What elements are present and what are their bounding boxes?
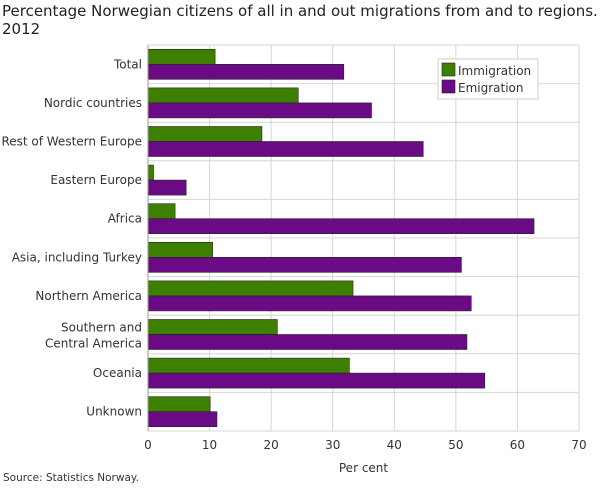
bar-emigration (147, 256, 462, 273)
bar-immigration (147, 357, 350, 374)
x-tick-label: 40 (387, 438, 402, 452)
bar-emigration (147, 102, 372, 119)
y-tick-label: Asia, including Turkey (12, 250, 142, 264)
x-tick-label: 30 (325, 438, 340, 452)
y-tick-label: Nordic countries (44, 96, 142, 110)
y-tick-label: Africa (108, 212, 142, 226)
bar-immigration (147, 396, 211, 413)
bar-emigration (147, 295, 472, 312)
y-tick-label: Oceania (93, 366, 142, 380)
bar-immigration (147, 164, 154, 181)
y-tick-label: Rest of Western Europe (1, 135, 142, 149)
x-axis-label: Per cent (339, 461, 389, 475)
legend-swatch-immigration (441, 62, 456, 77)
x-tick-label: 50 (448, 438, 463, 452)
chart-title: Percentage Norwegian citizens of all in … (2, 2, 598, 38)
source-note: Source: Statistics Norway. (3, 472, 139, 484)
y-tick-label: Unknown (86, 405, 142, 419)
x-tick-label: 0 (144, 438, 152, 452)
bar-emigration (147, 334, 468, 350)
bar-emigration (147, 218, 535, 234)
legend-label-emigration: Emigration (458, 81, 524, 95)
bar-immigration (147, 280, 354, 297)
bar-emigration (147, 372, 486, 389)
x-tick-label: 10 (202, 438, 217, 452)
x-tick-label: 60 (510, 438, 525, 452)
bar-emigration (147, 141, 424, 157)
bar-immigration (147, 48, 216, 65)
legend-swatch-emigration (441, 79, 456, 94)
bar-immigration (147, 319, 278, 335)
bar-emigration (147, 179, 187, 196)
bar-emigration (147, 64, 345, 80)
y-tick-label: Southern and (61, 321, 142, 335)
x-tick-label: 20 (264, 438, 279, 452)
bar-immigration (147, 203, 176, 219)
bar-emigration (147, 411, 218, 428)
legend-label-immigration: Immigration (458, 64, 531, 78)
bar-immigration (147, 87, 299, 104)
x-tick-label: 70 (571, 438, 586, 452)
y-tick-label: Eastern Europe (50, 173, 142, 187)
y-tick-label: Total (113, 57, 142, 71)
bar-immigration (147, 242, 213, 258)
y-tick-label: Northern America (35, 289, 142, 303)
bar-immigration (147, 126, 263, 142)
y-tick-label: Central America (45, 337, 142, 351)
